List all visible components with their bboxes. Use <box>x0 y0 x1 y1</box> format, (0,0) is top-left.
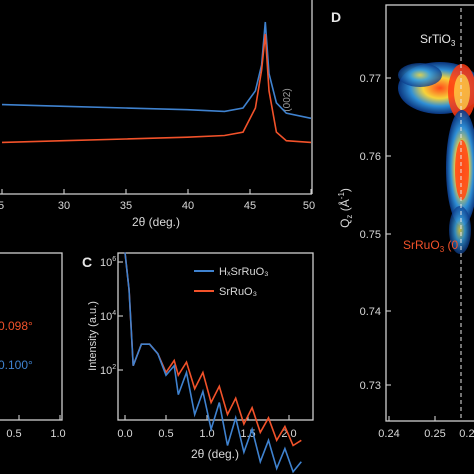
panel-c-ytick: 102 <box>100 364 116 377</box>
panel-c-x-label: 2θ (deg.) <box>191 447 239 461</box>
legend-label: HₓSrRuO₃ <box>219 266 269 278</box>
panel-a-series-blue <box>1 21 312 120</box>
panel-c-series-srruo3 <box>124 252 302 447</box>
panel-d-label-srruo3: SrRuO3 (0 <box>403 238 458 254</box>
panel-c-ytick: 104 <box>100 310 116 323</box>
panel-d-xtick: 0.24 <box>378 428 399 440</box>
panel-c-series-hxsrruo3 <box>124 252 302 474</box>
panel-d-ytick: 0.76 <box>360 151 381 163</box>
rsm-heatmap <box>398 62 474 254</box>
panel-a-series-red <box>1 33 312 144</box>
panel-c-frame <box>117 252 314 421</box>
panel-c-xtick: 1.0 <box>199 428 214 440</box>
panel-a-xtick: 5 <box>0 200 4 212</box>
panel-c-xtick: 0.5 <box>158 428 173 440</box>
panel-a: 5 30 35 40 45 50 2θ (deg.) (002) <box>0 0 315 229</box>
panel-b-frame <box>0 252 63 421</box>
panel-a-xtick: 35 <box>120 200 132 212</box>
panel-d-xtick: 0.26 <box>459 428 474 440</box>
panel-d-ytick: 0.73 <box>360 380 381 392</box>
legend-label: SrRuO₃ <box>219 286 257 298</box>
panel-c: C 106 104 102 0.0 0.5 1.0 1.5 2.0 2θ (de… <box>82 252 314 474</box>
panel-a-xtick: 45 <box>244 200 256 212</box>
panel-d-ytick: 0.77 <box>360 73 381 85</box>
panel-d-ytick: 0.74 <box>360 306 381 318</box>
panel-d-label-srtio3: SrTiO3 <box>420 32 456 48</box>
panel-b-xtick: 1.0 <box>50 428 65 440</box>
panel-b-value-blue: 0.100° <box>0 358 33 372</box>
panel-d-letter: D <box>331 9 341 25</box>
panel-a-xtick: 50 <box>303 200 315 212</box>
panel-c-y-label: Intensity (a.u.) <box>87 301 99 371</box>
panel-a-xtick: 30 <box>58 200 70 212</box>
panel-a-peak-label: (002) <box>282 88 293 111</box>
panel-d-y-label: Qz (Å-1) <box>337 188 354 228</box>
panel-a-x-label: 2θ (deg.) <box>132 215 180 229</box>
panel-c-letter: C <box>82 254 92 270</box>
panel-d-frame <box>385 4 474 422</box>
panel-b: 0.5 1.0 0.098° 0.100° <box>0 252 66 440</box>
panel-b-value-red: 0.098° <box>0 319 33 333</box>
panel-d-ytick: 0.75 <box>360 229 381 241</box>
panel-c-ytick: 106 <box>100 256 116 269</box>
panel-d: D SrTiO3 SrRuO3 (0 0.77 0.76 0.75 0.74 0… <box>331 4 474 440</box>
panel-b-xtick: 0.5 <box>6 428 21 440</box>
panel-d-xtick: 0.25 <box>424 428 445 440</box>
panel-a-xtick: 40 <box>182 200 194 212</box>
panel-c-xtick: 0.0 <box>117 428 132 440</box>
